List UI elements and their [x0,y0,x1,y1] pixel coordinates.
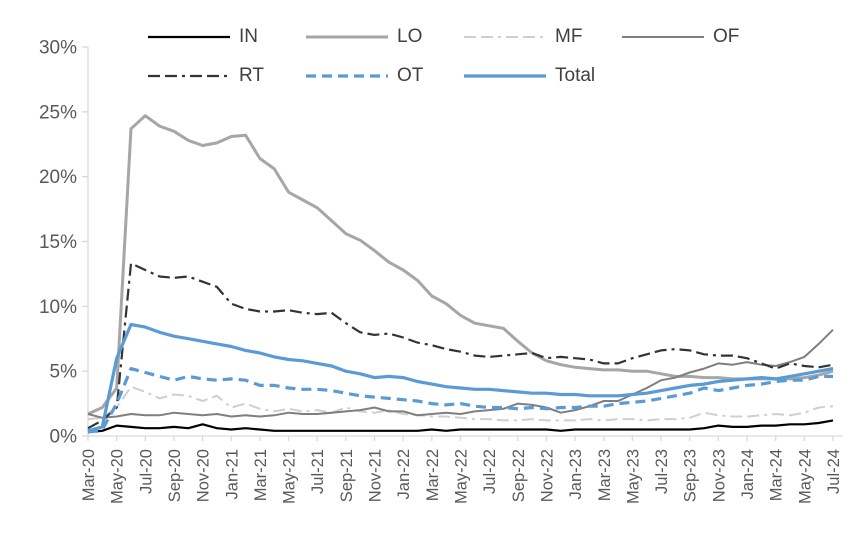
y-tick-label: 30% [39,37,77,58]
series-line-RT [87,262,834,430]
x-tick-label: Jan-24 [739,449,757,499]
x-tick-label: Jul-20 [137,449,155,494]
legend-label-Total: Total [555,65,596,86]
x-tick-label: Sep-20 [166,449,184,502]
series-line-MF [87,385,834,422]
series-line-Total [87,322,834,433]
x-tick-label: Sep-22 [510,449,528,502]
legend-item-OF: OF [622,24,780,50]
x-tick-label: May-20 [109,449,127,504]
legend-swatch-OT [306,74,388,78]
y-tick-label: 0% [50,427,78,448]
series-line-LO [87,114,834,416]
x-tick-label: Nov-22 [538,449,556,502]
legend-swatch-Total [464,74,546,78]
x-tick-label: May-22 [453,449,471,504]
x-tick-label: May-21 [281,449,299,504]
y-tick-label: 25% [39,102,77,123]
x-tick-label: May-23 [624,449,642,504]
legend-label-OT: OT [397,65,424,86]
x-tick-label: Mar-21 [252,449,270,501]
x-tick-label: May-24 [796,449,814,504]
x-tick-label: Nov-20 [195,449,213,502]
x-tick-label: Jul-24 [825,449,843,494]
x-tick-label: Jan-22 [395,449,413,499]
x-tick-label: Jan-23 [567,449,585,499]
legend-item-LO: LO [306,24,464,50]
series-line-OT [87,367,833,434]
legend-swatch-RT [148,74,230,78]
legend-label-LO: LO [397,26,423,47]
legend-label-RT: RT [239,65,264,86]
legend-swatch-LO [306,35,388,39]
x-tick-label: Nov-23 [710,449,728,502]
legend-swatch-OF [622,36,704,38]
legend-swatch-MF [464,36,546,38]
legend-item-RT: RT [148,63,306,89]
x-tick-label: Mar-23 [596,449,614,501]
x-tick-label: Mar-20 [80,449,98,501]
legend-label-IN: IN [239,26,258,47]
legend-label-MF: MF [555,26,583,47]
legend-item-IN: IN [148,24,306,50]
x-tick-label: Jan-21 [223,449,241,499]
y-tick-label: 15% [39,232,77,253]
legend-item-MF: MF [464,24,622,50]
series-line-OF [87,328,834,419]
x-tick-label: Mar-24 [768,449,786,501]
y-tick-label: 10% [39,297,77,318]
x-tick-label: Mar-22 [424,449,442,501]
chart-legend: IN LO MF OF RT OT Total [148,24,780,89]
y-tick-label: 20% [39,167,77,188]
series-line-IN [87,419,834,434]
y-tick-label: 5% [50,362,78,383]
legend-item-OT: OT [306,63,464,89]
legend-item-Total: Total [464,63,622,89]
legend-swatch-IN [148,35,230,39]
x-tick-label: Sep-23 [682,449,700,502]
x-tick-label: Jul-23 [653,449,671,494]
x-tick-label: Jul-22 [481,449,499,494]
x-tick-label: Sep-21 [338,449,356,502]
legend-label-OF: OF [713,26,740,47]
x-tick-label: Nov-21 [367,449,385,502]
x-tick-label: Jul-21 [309,449,327,494]
